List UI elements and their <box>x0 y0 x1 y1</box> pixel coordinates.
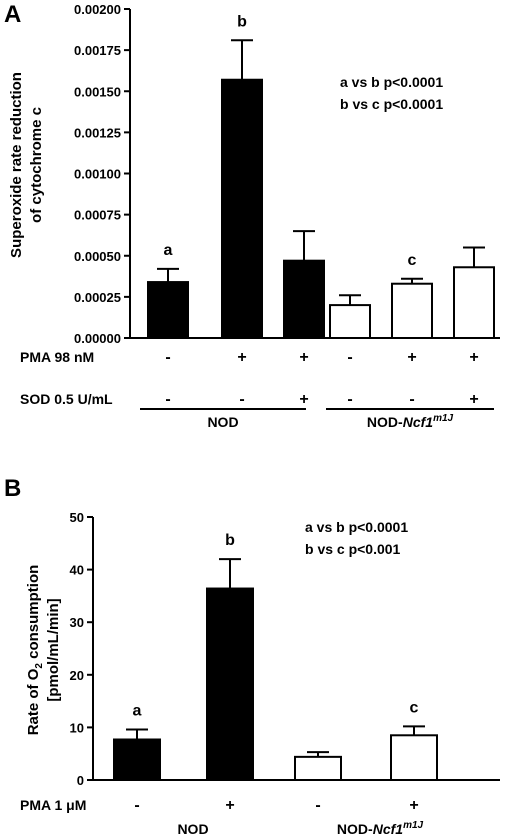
panel-b-group-nod: NOD <box>177 821 208 837</box>
panel-b-stats-line2: b vs c p<0.001 <box>305 541 401 557</box>
panel-b-y-tick-label: 30 <box>70 615 84 630</box>
panel-b-treatment-sign: + <box>225 797 234 814</box>
panel-a-group-ncf1: NOD-Ncf1m1J <box>367 413 454 430</box>
panel-b-bar <box>206 587 254 782</box>
panel-b-y-tick-label: 50 <box>70 510 84 525</box>
panel-b-treatment-sign: + <box>409 797 418 814</box>
panel-b-treatment-sign: - <box>315 797 320 814</box>
panel-a-bar <box>329 304 371 340</box>
panel-b-label: B <box>4 475 21 502</box>
panel-a-treatment-sign: + <box>299 349 308 366</box>
panel-a-treatment-sign: + <box>237 349 246 366</box>
panel-a-bar <box>147 281 189 340</box>
panel-a-row-label-sod: SOD 0.5 U/mL <box>20 391 113 407</box>
chart-marks: 0.00000 0.00025 0.00050 0.00075 0.00100 0.001… <box>70 2 500 814</box>
panel-b-group-ncf1: NOD-Ncf1m1J <box>337 820 424 837</box>
panel-b-bar <box>390 734 438 781</box>
panel-a-treatment-sign: - <box>347 349 352 366</box>
panel-a-y-tick-label: 0.00175 <box>74 43 121 58</box>
panel-a-group-nod: NOD <box>207 414 238 430</box>
panel-b-treatment-sign: - <box>134 797 139 814</box>
panel-a-label: A <box>4 1 21 28</box>
panel-a-y-tick-label: 0.00150 <box>74 84 121 99</box>
panel-b-significance-letter: b <box>225 532 235 549</box>
panel-a-treatment-sign: - <box>409 391 414 408</box>
panel-a-ylabel-line1: Superoxide rate reduction <box>8 72 25 258</box>
panel-b-stats-line1: a vs b p<0.0001 <box>305 519 408 535</box>
panel-b-y-tick-label: 0 <box>77 773 84 788</box>
panel-a-treatment-sign: - <box>347 391 352 408</box>
panel-a-y-tick-label: 0.00050 <box>74 249 121 264</box>
panel-a-treatment-sign: + <box>469 391 478 408</box>
panel-a-bar <box>221 78 263 340</box>
panel-a-y-tick-label: 0.00200 <box>74 2 121 17</box>
panel-a-significance-letter: a <box>164 242 173 259</box>
panel-a-significance-letter: c <box>408 252 417 269</box>
panel-b-bar <box>113 738 161 781</box>
panel-a-y-tick-label: 0.00125 <box>74 125 121 140</box>
panel-a-treatment-sign: + <box>407 349 416 366</box>
panel-a-row-label-pma: PMA 98 nM <box>20 349 94 365</box>
panel-a-treatment-sign: - <box>239 391 244 408</box>
panel-b-y-tick-label: 20 <box>70 668 84 683</box>
panel-a-treatment-sign: + <box>469 349 478 366</box>
panel-b-ylabel-line2: [pmol/mL/min] <box>45 598 62 701</box>
panel-a-treatment-sign: - <box>165 349 170 366</box>
panel-b-y-tick-label: 10 <box>70 720 84 735</box>
panel-a-bar <box>283 259 325 339</box>
panel-a-treatment-sign: - <box>165 391 170 408</box>
panel-a-ylabel-line2: of cytochrome c <box>28 107 45 223</box>
panel-a-treatment-sign: + <box>299 391 308 408</box>
panel-a-bar <box>453 266 495 340</box>
panel-b-significance-letter: a <box>133 703 142 720</box>
panel-a-stats-line2: b vs c p<0.0001 <box>340 96 443 112</box>
panel-a-bar <box>391 282 433 339</box>
panel-a-y-tick-label: 0.00075 <box>74 208 121 223</box>
panel-a-y-tick-label: 0.00100 <box>74 167 121 182</box>
panel-b-significance-letter: c <box>410 699 419 716</box>
panel-b-ylabel-line1: Rate of O2 consumption <box>25 565 45 736</box>
panel-b-bar <box>294 755 342 782</box>
panel-b-y-tick-label: 40 <box>70 563 84 578</box>
panel-a-stats-line1: a vs b p<0.0001 <box>340 74 443 90</box>
panel-a-y-tick-label: 0.00000 <box>74 331 121 346</box>
panel-a-y-tick-label: 0.00025 <box>74 290 121 305</box>
panel-b-row-label-pma: PMA 1 μM <box>20 797 86 813</box>
panel-a-significance-letter: b <box>237 13 247 30</box>
